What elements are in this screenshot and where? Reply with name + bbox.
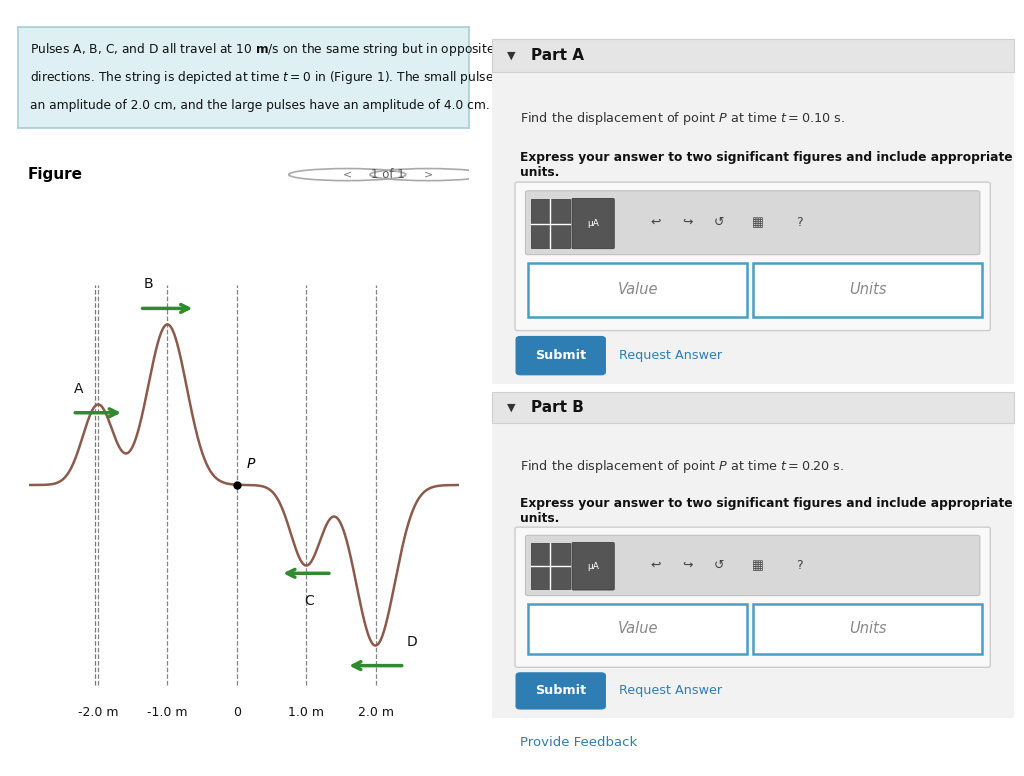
Text: <: < [343, 170, 352, 179]
Bar [753, 263, 982, 317]
Text: Part A: Part A [530, 47, 584, 63]
Bar [492, 39, 1014, 71]
Text: ↺: ↺ [714, 216, 724, 229]
Text: ↪: ↪ [682, 216, 692, 229]
Text: Find the displacement of point $P$ at time $t = 0.10$ s.: Find the displacement of point $P$ at ti… [520, 109, 845, 126]
Text: ↪: ↪ [682, 559, 692, 572]
Text: Request Answer: Request Answer [620, 684, 723, 698]
Text: ▦: ▦ [752, 216, 764, 229]
Text: B: B [143, 277, 153, 291]
FancyBboxPatch shape [516, 337, 605, 375]
Text: Provide Feedback: Provide Feedback [520, 736, 638, 749]
Text: A: A [74, 382, 83, 396]
Text: an amplitude of 2.0 cm, and the large pulses have an amplitude of 4.0 cm.: an amplitude of 2.0 cm, and the large pu… [30, 99, 489, 113]
Text: Pulses A, B, C, and D all travel at 10 $\mathbf{m}$/s on the same string but in : Pulses A, B, C, and D all travel at 10 $… [30, 41, 495, 58]
Text: ↩: ↩ [651, 559, 662, 572]
Text: >: > [424, 170, 433, 179]
Text: Submit: Submit [536, 684, 587, 698]
Text: ?: ? [797, 216, 803, 229]
Text: $P$: $P$ [246, 457, 256, 471]
Text: μA: μA [587, 562, 599, 570]
Text: Figure: Figure [28, 167, 83, 182]
Text: directions. The string is depicted at time $t = 0$ in (Figure 1). The small puls: directions. The string is depicted at ti… [30, 69, 535, 86]
Bar [530, 543, 569, 589]
Text: 1 of 1: 1 of 1 [371, 168, 404, 181]
Text: Find the displacement of point $P$ at time $t = 0.20$ s.: Find the displacement of point $P$ at ti… [520, 459, 845, 476]
Text: ▦: ▦ [752, 559, 764, 572]
Text: Request Answer: Request Answer [620, 349, 723, 362]
Text: Units: Units [849, 282, 887, 297]
Text: ↺: ↺ [714, 559, 724, 572]
FancyBboxPatch shape [516, 673, 605, 709]
Text: D: D [407, 635, 418, 649]
Text: 1.0 m: 1.0 m [288, 705, 325, 719]
FancyBboxPatch shape [572, 199, 614, 249]
Text: Units: Units [849, 622, 887, 636]
Text: -2.0 m: -2.0 m [78, 705, 119, 719]
Bar [492, 392, 1014, 423]
FancyBboxPatch shape [525, 191, 980, 255]
Text: 0: 0 [232, 705, 241, 719]
FancyBboxPatch shape [572, 542, 614, 590]
Text: 2.0 m: 2.0 m [357, 705, 393, 719]
Text: ↩: ↩ [651, 216, 662, 229]
Bar [528, 604, 748, 654]
Text: Part B: Part B [530, 400, 584, 415]
FancyBboxPatch shape [525, 535, 980, 596]
Text: ?: ? [797, 559, 803, 572]
Text: Value: Value [617, 622, 658, 636]
Bar [528, 263, 748, 317]
Text: C: C [305, 594, 314, 608]
Text: ▼: ▼ [507, 50, 516, 61]
Text: -1.0 m: -1.0 m [147, 705, 187, 719]
Text: ▼: ▼ [507, 403, 516, 412]
FancyBboxPatch shape [515, 182, 990, 331]
Text: Express your answer to two significant figures and include appropriate units.: Express your answer to two significant f… [520, 151, 1013, 178]
Text: Submit: Submit [536, 349, 587, 362]
Text: Value: Value [617, 282, 658, 297]
Bar [530, 199, 569, 248]
FancyBboxPatch shape [515, 527, 990, 667]
Bar [753, 604, 982, 654]
Text: Express your answer to two significant figures and include appropriate units.: Express your answer to two significant f… [520, 497, 1013, 525]
Text: μA: μA [587, 219, 599, 228]
